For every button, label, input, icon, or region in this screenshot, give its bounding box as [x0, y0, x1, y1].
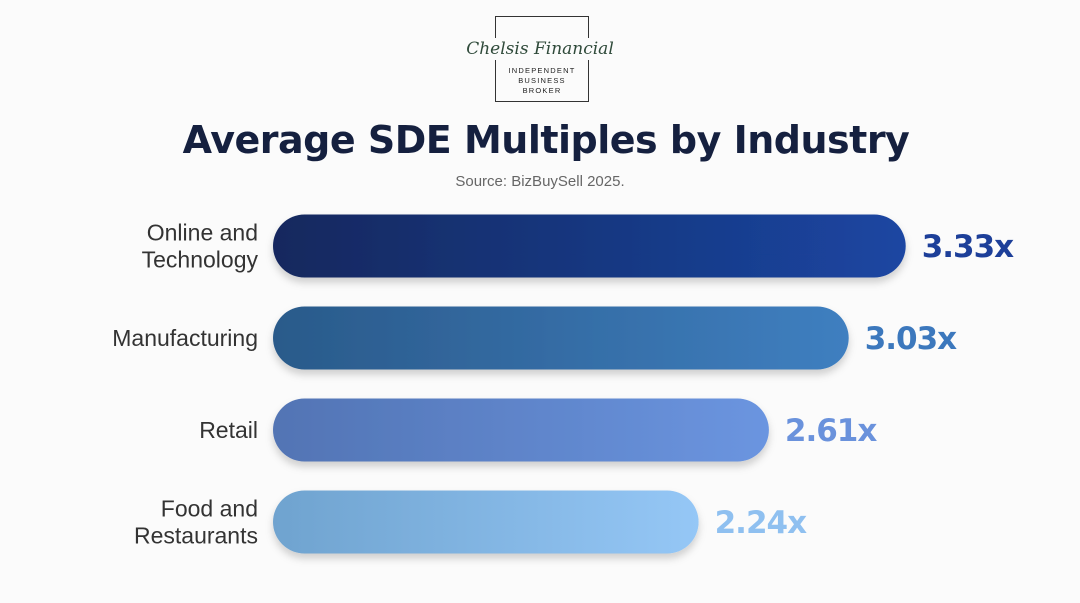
bar — [273, 398, 769, 462]
logo-tagline-line: INDEPENDENT — [508, 66, 576, 75]
category-label: Manufacturing — [112, 325, 258, 351]
category-label: Food and — [161, 496, 258, 522]
category-label: Online and — [147, 220, 258, 246]
chart-source: Source: BizBuySell 2025. — [455, 173, 625, 190]
logo-tagline-line: BUSINESS — [518, 76, 566, 85]
category-label: Technology — [142, 247, 259, 273]
bar — [273, 490, 699, 554]
chart-title: Average SDE Multiples by Industry — [182, 118, 910, 162]
data-label: 2.61x — [785, 413, 877, 449]
logo-tagline-line: BROKER — [522, 86, 562, 95]
data-label: 2.24x — [715, 505, 807, 541]
bar — [273, 306, 849, 370]
category-label: Retail — [199, 417, 258, 443]
bar — [273, 214, 906, 278]
data-label: 3.33x — [922, 229, 1014, 265]
logo-name: Chelsis Financial — [450, 38, 630, 60]
logo-tagline: INDEPENDENT BUSINESS BROKER — [495, 66, 589, 96]
category-label: Restaurants — [134, 523, 258, 549]
data-label: 3.03x — [865, 321, 957, 357]
